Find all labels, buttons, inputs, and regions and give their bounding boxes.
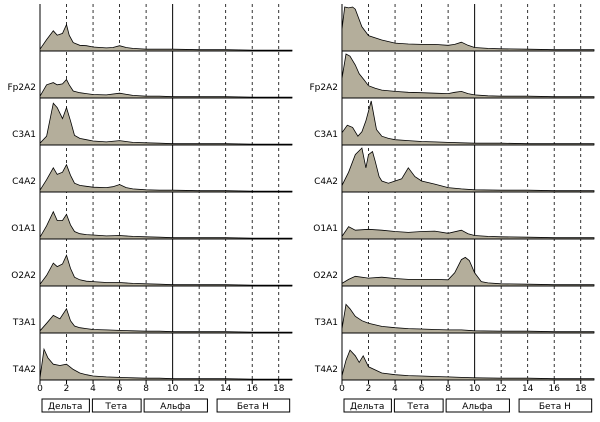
spectrum-area-t3a1 <box>39 307 293 334</box>
channel-label: O2A2 <box>313 271 338 281</box>
band-label: Дельта <box>350 402 384 412</box>
x-tick-label: 8 <box>445 384 451 394</box>
x-tick-label: 16 <box>246 384 258 394</box>
x-tick-label: 18 <box>575 384 587 394</box>
spectrum-area-o2a2 <box>39 254 293 287</box>
channel-label: T4A2 <box>12 365 36 375</box>
spectrum-area-c4a2 <box>39 163 293 193</box>
band-box <box>41 398 90 413</box>
channel-label: Fp2A2 <box>8 83 37 93</box>
spectrum-area-o1a1 <box>341 226 595 240</box>
band-label: Бета Н <box>539 402 571 412</box>
channel-label: O1A1 <box>313 224 338 234</box>
band-box <box>393 398 444 413</box>
band-box <box>216 398 291 413</box>
x-tick-label: 0 <box>37 384 43 394</box>
x-tick-label: 18 <box>273 384 285 394</box>
x-tick-label: 4 <box>392 384 398 394</box>
spectrum-area-t4a2 <box>341 349 595 381</box>
channel-label: C4A2 <box>314 177 338 187</box>
band-box <box>343 398 392 413</box>
band-label: Тета <box>104 402 127 412</box>
x-tick-label: 14 <box>220 384 232 394</box>
spectrum-area-c3a1 <box>341 100 595 146</box>
band-box <box>445 398 510 413</box>
x-tick-label: 6 <box>419 384 425 394</box>
x-tick-label: 12 <box>495 384 506 394</box>
x-tick-label: 10 <box>167 384 179 394</box>
x-tick-label: 2 <box>366 384 372 394</box>
band-label: Альфа <box>462 402 492 412</box>
channel-label: T3A1 <box>314 318 338 328</box>
channel-label: C4A2 <box>12 177 36 187</box>
spectrum-area-fp2a2 <box>39 78 293 99</box>
x-tick-label: 2 <box>64 384 70 394</box>
band-box <box>91 398 142 413</box>
x-tick-label: 10 <box>469 384 481 394</box>
channel-label: C3A1 <box>314 130 338 140</box>
spectrum-area-top <box>341 6 595 52</box>
channel-label: T4A2 <box>314 365 338 375</box>
spectrum-area-top <box>39 23 293 52</box>
spectrum-area-fp2a2 <box>341 53 595 99</box>
x-tick-label: 12 <box>193 384 204 394</box>
band-label: Дельта <box>48 402 82 412</box>
x-tick-label: 16 <box>548 384 560 394</box>
band-label: Тета <box>406 402 429 412</box>
channel-label: C3A1 <box>12 130 36 140</box>
x-tick-label: 0 <box>339 384 345 394</box>
band-label: Бета Н <box>237 402 269 412</box>
x-tick-label: 4 <box>90 384 96 394</box>
spectrum-area-o2a2 <box>341 256 595 287</box>
x-tick-label: 6 <box>117 384 123 394</box>
band-box <box>143 398 208 413</box>
channel-label: Fp2A2 <box>310 83 339 93</box>
band-label: Альфа <box>160 402 190 412</box>
band-box <box>518 398 593 413</box>
channel-label: T3A1 <box>12 318 36 328</box>
spectrum-area-o1a1 <box>39 210 293 240</box>
spectrum-area-c3a1 <box>39 102 293 146</box>
spectrum-area-t3a1 <box>341 303 595 334</box>
channel-label: O2A2 <box>11 271 36 281</box>
channel-label: O1A1 <box>11 224 36 234</box>
spectrum-area-t4a2 <box>39 347 293 381</box>
x-tick-label: 14 <box>522 384 534 394</box>
spectrum-area-c4a2 <box>341 147 595 193</box>
x-tick-label: 8 <box>143 384 149 394</box>
